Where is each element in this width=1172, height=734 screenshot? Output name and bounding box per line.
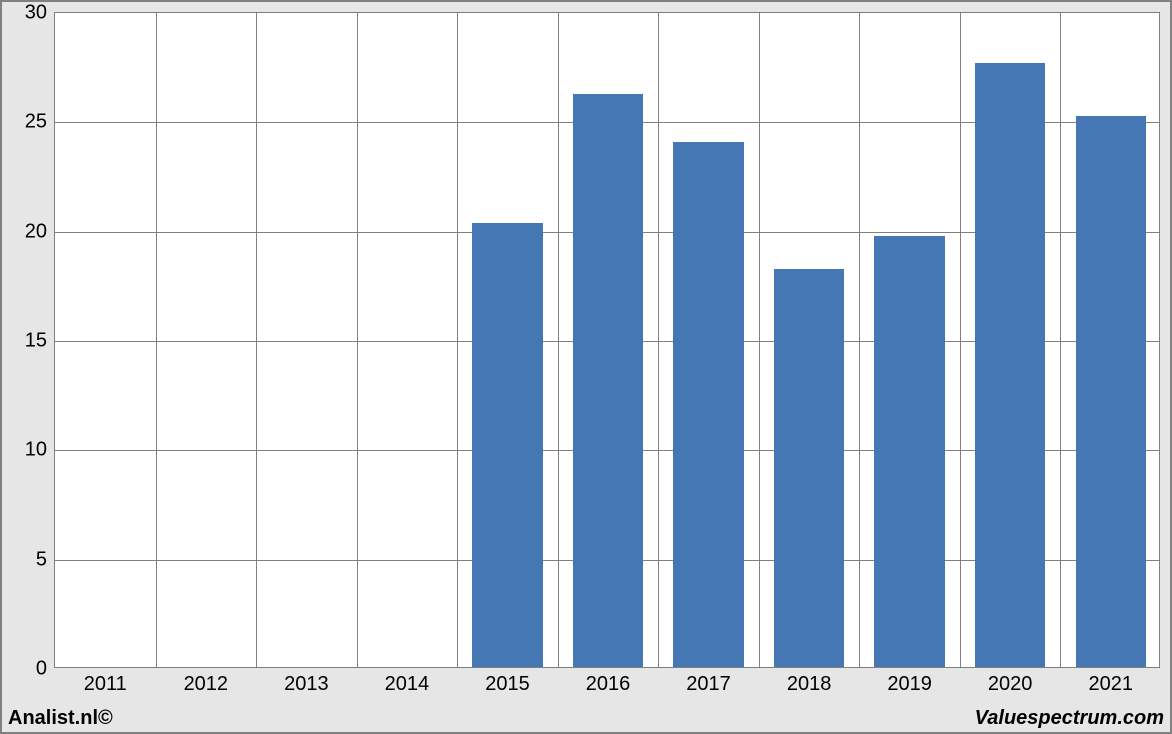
- bar: [1076, 116, 1146, 667]
- x-tick-label: 2018: [787, 667, 832, 696]
- gridline-v: [960, 13, 961, 667]
- gridline-v: [457, 13, 458, 667]
- gridline-v: [357, 13, 358, 667]
- bar: [874, 236, 944, 667]
- bar: [573, 94, 643, 667]
- x-tick-label: 2021: [1088, 667, 1133, 696]
- y-tick-label: 30: [25, 2, 55, 25]
- y-tick-label: 15: [25, 330, 55, 353]
- x-tick-label: 2016: [586, 667, 631, 696]
- y-tick-label: 5: [36, 548, 55, 571]
- x-tick-label: 2012: [184, 667, 229, 696]
- footer-left: Analist.nl©: [8, 707, 113, 730]
- gridline-v: [256, 13, 257, 667]
- gridline-v: [759, 13, 760, 667]
- x-tick-label: 2013: [284, 667, 329, 696]
- bar: [975, 63, 1045, 667]
- gridline-v: [156, 13, 157, 667]
- footer-right: Valuespectrum.com: [975, 707, 1164, 730]
- gridline-v: [658, 13, 659, 667]
- y-tick-label: 0: [36, 658, 55, 681]
- plot-area: 0510152025302011201220132014201520162017…: [54, 12, 1160, 668]
- x-tick-label: 2015: [485, 667, 530, 696]
- x-tick-label: 2011: [84, 667, 127, 696]
- chart-frame: 0 5 10 15 20 25 30 2011 2012 2013 2014 2015 2016 2017…: [0, 0, 1172, 734]
- gridline-v: [1060, 13, 1061, 667]
- bar: [774, 269, 844, 667]
- gridline-v: [558, 13, 559, 667]
- bar: [472, 223, 542, 667]
- x-tick-label: 2017: [686, 667, 731, 696]
- bar: [673, 142, 743, 667]
- x-tick-label: 2014: [385, 667, 430, 696]
- x-tick-label: 2020: [988, 667, 1033, 696]
- y-tick-label: 10: [25, 439, 55, 462]
- y-tick-label: 20: [25, 220, 55, 243]
- x-tick-label: 2019: [887, 667, 932, 696]
- gridline-v: [859, 13, 860, 667]
- y-tick-label: 25: [25, 111, 55, 134]
